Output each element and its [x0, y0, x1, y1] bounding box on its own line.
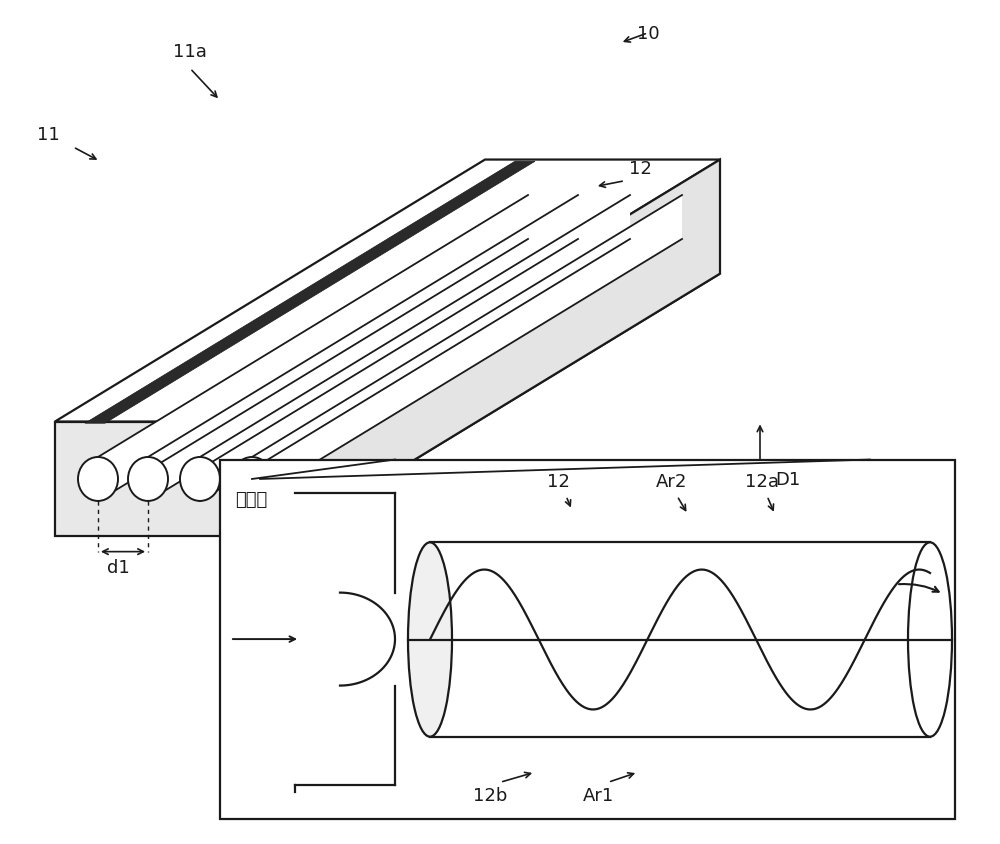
Polygon shape	[55, 160, 720, 422]
Ellipse shape	[232, 457, 272, 501]
Ellipse shape	[128, 457, 168, 501]
Polygon shape	[290, 160, 720, 536]
Polygon shape	[430, 543, 930, 737]
Text: 12: 12	[629, 160, 651, 178]
Text: 10: 10	[637, 24, 659, 43]
Text: 12b: 12b	[473, 786, 507, 804]
Text: d1: d1	[107, 558, 129, 576]
Text: Ar1: Ar1	[582, 786, 614, 804]
Polygon shape	[200, 196, 630, 501]
Polygon shape	[55, 274, 720, 536]
Polygon shape	[55, 422, 290, 536]
Polygon shape	[220, 460, 955, 819]
Ellipse shape	[908, 543, 952, 737]
Text: 11a: 11a	[173, 43, 207, 62]
Polygon shape	[148, 196, 578, 501]
Polygon shape	[85, 162, 535, 424]
Text: D1: D1	[775, 470, 800, 489]
Text: 12: 12	[547, 472, 569, 490]
Text: 11: 11	[37, 126, 59, 144]
Text: Ar2: Ar2	[656, 472, 688, 490]
Text: 12a: 12a	[745, 472, 779, 490]
Polygon shape	[98, 196, 528, 501]
Ellipse shape	[180, 457, 220, 501]
Ellipse shape	[78, 457, 118, 501]
Ellipse shape	[408, 543, 452, 737]
Polygon shape	[252, 196, 682, 501]
Text: 折射率: 折射率	[235, 490, 267, 509]
